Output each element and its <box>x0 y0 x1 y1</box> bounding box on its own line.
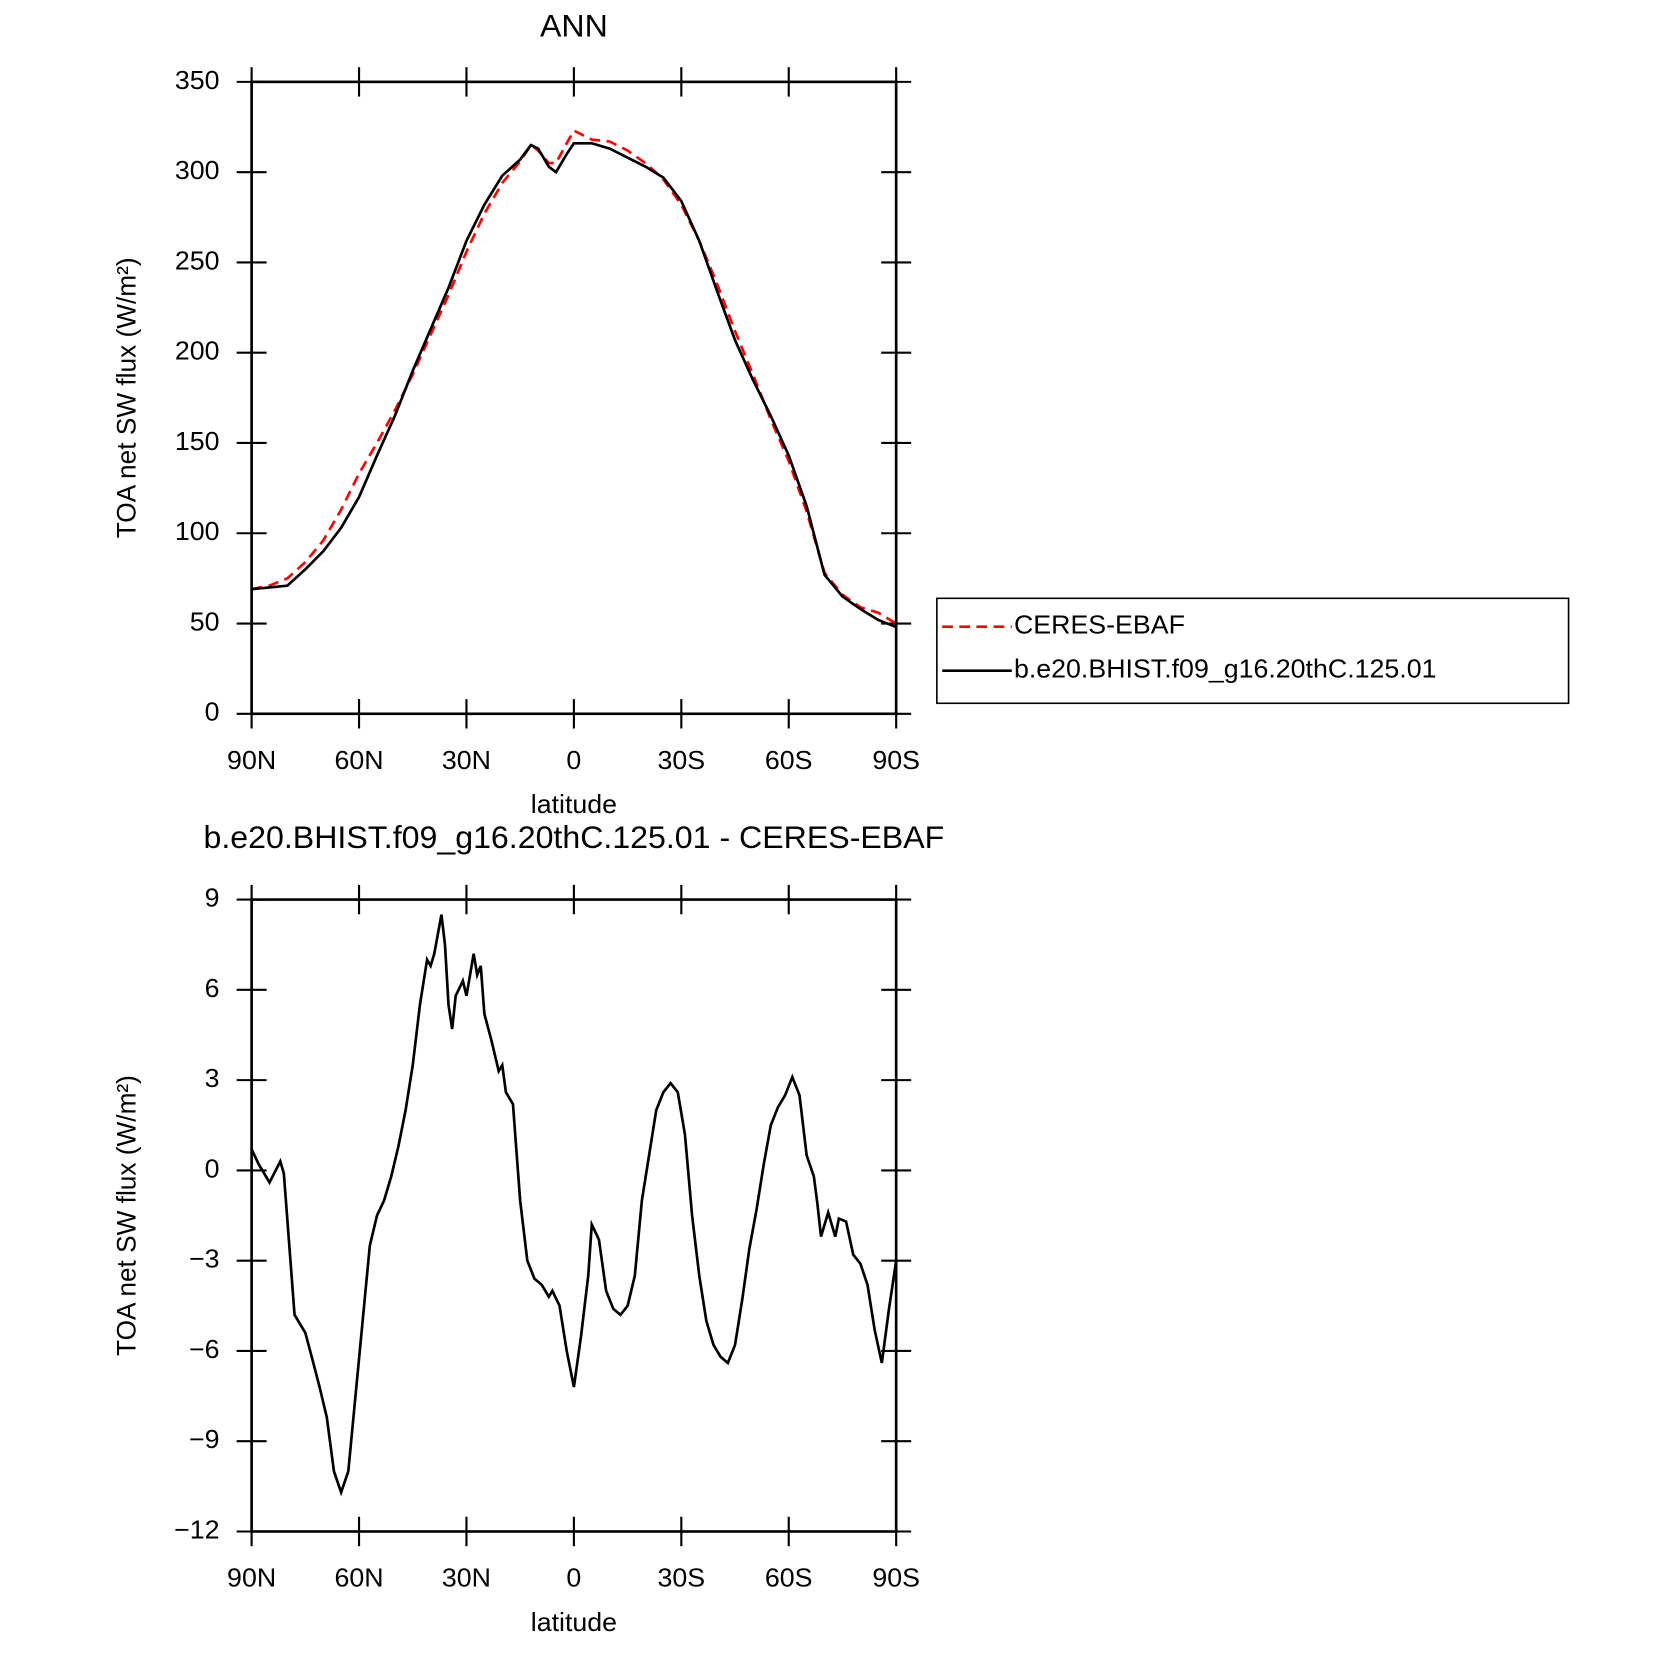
x-tick-label: 30S <box>658 1563 706 1593</box>
x-tick-label: 30N <box>442 745 491 775</box>
y-tick-label: 3 <box>205 1063 220 1093</box>
x-tick-label: 0 <box>566 745 581 775</box>
y-axis-label: TOA net SW flux (W/m²) <box>111 257 141 538</box>
x-tick-label: 0 <box>566 1563 581 1593</box>
y-tick-label: −6 <box>189 1334 220 1364</box>
x-tick-label: 90S <box>872 745 920 775</box>
y-axis-label: TOA net SW flux (W/m²) <box>111 1075 141 1356</box>
y-tick-label: 0 <box>205 697 220 727</box>
chart-title: ANN <box>540 8 608 44</box>
x-tick-label: 60S <box>765 1563 813 1593</box>
x-tick-label: 60N <box>334 1563 383 1593</box>
y-tick-label: 6 <box>205 973 220 1003</box>
x-tick-label: 90N <box>227 745 276 775</box>
x-axis-label: latitude <box>531 789 617 819</box>
legend-label: CERES-EBAF <box>1014 610 1185 640</box>
y-tick-label: −9 <box>189 1424 220 1454</box>
y-tick-label: −3 <box>189 1244 220 1274</box>
x-tick-label: 90N <box>227 1563 276 1593</box>
data-line <box>250 914 898 1497</box>
y-tick-label: 9 <box>205 883 220 913</box>
y-tick-label: −12 <box>174 1515 219 1545</box>
plot-frame <box>250 80 898 716</box>
y-tick-label: 200 <box>175 336 220 366</box>
legend-box <box>936 597 1570 705</box>
x-tick-label: 60S <box>765 745 813 775</box>
y-tick-label: 150 <box>175 426 220 456</box>
y-tick-label: 250 <box>175 246 220 276</box>
y-tick-label: 300 <box>175 155 220 185</box>
x-tick-label: 60N <box>334 745 383 775</box>
y-tick-label: 50 <box>190 607 220 637</box>
data-line <box>251 128 897 625</box>
x-tick-label: 30N <box>442 1563 491 1593</box>
legend-label: b.e20.BHIST.f09_g16.20thC.125.01 <box>1014 654 1437 684</box>
chart-title: b.e20.BHIST.f09_g16.20thC.125.01 - CERES… <box>204 819 945 855</box>
x-tick-label: 90S <box>872 1563 920 1593</box>
y-tick-label: 100 <box>175 516 220 546</box>
x-axis-label: latitude <box>531 1607 617 1637</box>
y-tick-label: 350 <box>175 65 220 95</box>
data-line <box>251 141 897 629</box>
y-tick-label: 0 <box>205 1154 220 1184</box>
x-tick-label: 30S <box>658 745 706 775</box>
plot-frame <box>250 898 898 1533</box>
